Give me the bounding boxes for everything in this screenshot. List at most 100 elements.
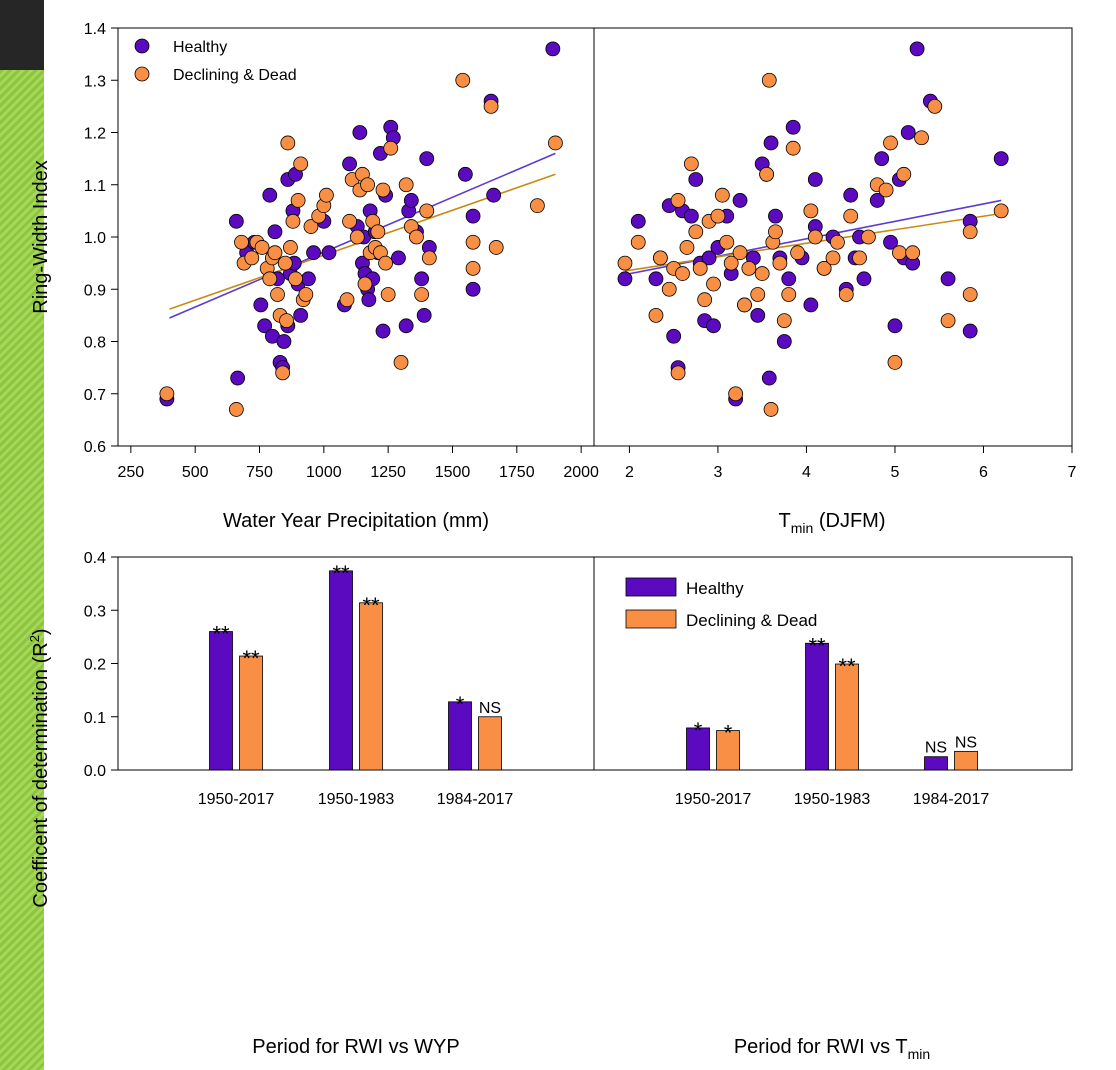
declining-point [759, 166, 775, 182]
x-tick-label: 3 [713, 464, 722, 481]
declining-point [750, 287, 766, 302]
healthy-point [398, 318, 414, 334]
declining-point [891, 245, 907, 261]
declining-point [838, 287, 854, 302]
declining-point [617, 255, 633, 271]
declining-point [754, 266, 770, 281]
declining-point [843, 208, 859, 224]
healthy-point [391, 250, 406, 266]
healthy-point [763, 135, 779, 151]
declining-point [861, 229, 876, 245]
y-tick-label: 1.2 [84, 126, 106, 143]
healthy-point [940, 271, 956, 287]
tmin-period-x-axis-label: Period for RWI vs Tmin [734, 1036, 930, 1062]
declining-point [282, 240, 298, 255]
declining-point [277, 255, 293, 271]
rwi-y-axis-label: Ring-Width Index [30, 160, 52, 313]
declining-point [159, 386, 175, 402]
declining-point [781, 287, 797, 302]
declining-point [270, 287, 285, 302]
legend-declining-label: Declining & Dead [173, 67, 297, 84]
y-tick-label: 1.3 [84, 73, 106, 90]
declining-point [706, 276, 721, 292]
declining-point [830, 234, 845, 250]
healthy-point [545, 41, 561, 57]
declining-point [275, 365, 291, 381]
declining-bar [239, 655, 263, 771]
y-tick-label: 0.1 [84, 710, 106, 727]
significance-label: ** [242, 646, 260, 671]
healthy-point [342, 156, 357, 172]
healthy-point [768, 208, 783, 224]
declining-point [465, 234, 481, 250]
declining-point [692, 260, 708, 276]
declining-point [807, 229, 823, 245]
healthy-point [781, 271, 797, 287]
declining-point [630, 234, 646, 250]
declining-point [737, 297, 752, 313]
declining-point [914, 130, 929, 146]
bar-legend-healthy-label: Healthy [686, 579, 744, 598]
healthy-point [457, 166, 473, 182]
healthy-point [361, 292, 377, 308]
x-tick-label: 1000 [306, 464, 342, 481]
declining-point [785, 140, 801, 156]
declining-point [293, 156, 309, 172]
healthy-point [321, 245, 337, 261]
declining-point [675, 266, 690, 281]
tmin-x-axis-label: Tmin (DJFM) [779, 510, 886, 536]
healthy-point [257, 318, 273, 334]
declining-point [342, 213, 357, 229]
x-tick-label: 2 [625, 464, 634, 481]
declining-point [262, 271, 278, 287]
healthy-point [617, 271, 633, 287]
declining-point [887, 354, 903, 370]
y-tick-label: 0.9 [84, 282, 106, 299]
y-tick-label: 0.2 [84, 657, 106, 674]
declining-point [319, 187, 334, 203]
category-label: 1950-2017 [198, 791, 275, 808]
healthy-point [883, 234, 898, 250]
bar-tmin-panel: * *****NS NS 1950-2017 1950-1983 1984-2017 P… [593, 556, 1073, 1062]
healthy-point [761, 370, 777, 386]
healthy-point [419, 151, 435, 167]
scatter-precip-panel: 250 500 750 1000 1250 1500 1750 2000 0.6 0.7 0.8 0… [30, 21, 599, 532]
declining-point [803, 203, 819, 219]
scatter-legend: Healthy Declining & Dead [134, 38, 297, 84]
healthy-point [352, 125, 368, 140]
x-tick-label: 1500 [435, 464, 471, 481]
scatter-tmin-frame [593, 27, 1073, 447]
declining-point [688, 224, 704, 240]
category-label: 1950-2017 [675, 791, 752, 808]
bar-legend-declining-label: Declining & Dead [686, 611, 817, 630]
declining-point [393, 354, 409, 370]
declining-point [648, 307, 664, 323]
bar-legend: Healthy Declining & Dead [625, 577, 817, 630]
declining-point [661, 281, 677, 297]
x-tick-label: 2000 [563, 464, 599, 481]
y-tick-label: 1.0 [84, 230, 106, 247]
x-tick-label: 6 [979, 464, 988, 481]
declining-point [298, 287, 314, 302]
declining-point [370, 224, 386, 240]
healthy-point [887, 318, 903, 334]
declining-point [816, 260, 832, 276]
healthy-point [706, 318, 721, 334]
declining-point [414, 287, 430, 302]
declining-point [383, 140, 399, 156]
declining-point [768, 224, 783, 240]
healthy-point [776, 334, 792, 349]
healthy-point [253, 297, 269, 313]
healthy-point [276, 334, 292, 349]
declining-point [763, 402, 779, 417]
declining-point [776, 313, 792, 329]
y-tick-label: 0.4 [84, 550, 106, 567]
healthy-point [785, 119, 801, 135]
significance-label: ** [212, 622, 230, 647]
declining-point [710, 208, 726, 224]
healthy-bar [209, 631, 233, 771]
declining-point [940, 313, 956, 329]
y-tick-label: 0.0 [84, 763, 106, 780]
healthy-point [701, 250, 717, 266]
declining-point [360, 177, 375, 193]
